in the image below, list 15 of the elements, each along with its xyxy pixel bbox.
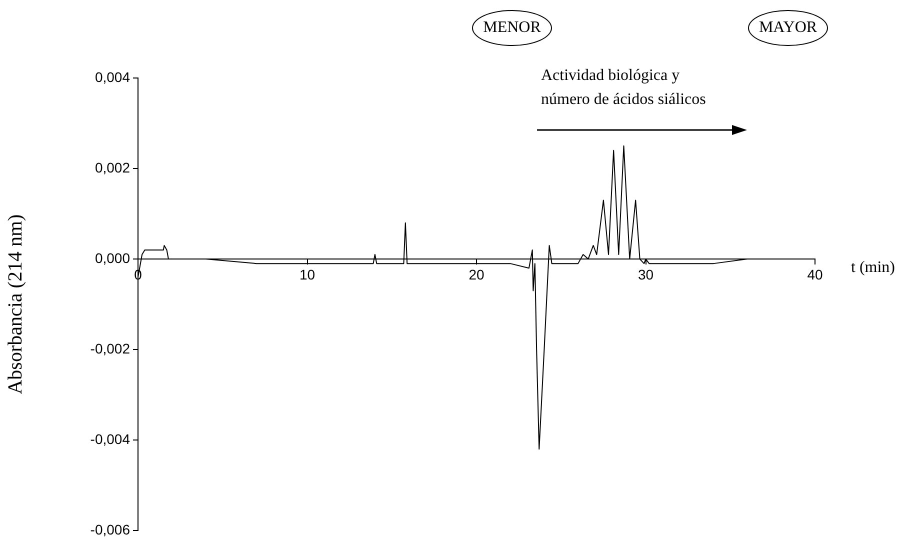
x-tick-label: 10 (299, 266, 316, 282)
y-tick-label: -0,004 (90, 430, 130, 447)
x-axis-title: t (min) (851, 259, 895, 276)
x-tick-label: 40 (807, 266, 823, 282)
y-tick-label: -0,006 (90, 521, 130, 538)
y-tick-label: 0,000 (94, 250, 130, 266)
x-tick-label: 30 (638, 266, 654, 282)
annotation: Actividad biológica y número de ácidos siálicos (541, 66, 706, 110)
oval-outline: MENOR (472, 10, 552, 46)
x-tick-label: 20 (468, 266, 484, 282)
y-axis-title: Absorbancia (214 nm) (4, 214, 26, 394)
y-tick-label: 0,004 (94, 68, 130, 85)
y-tick-label: -0,002 (90, 340, 130, 356)
oval-outline: MAYOR (748, 10, 828, 46)
y-tick-label: 0,002 (94, 159, 130, 176)
